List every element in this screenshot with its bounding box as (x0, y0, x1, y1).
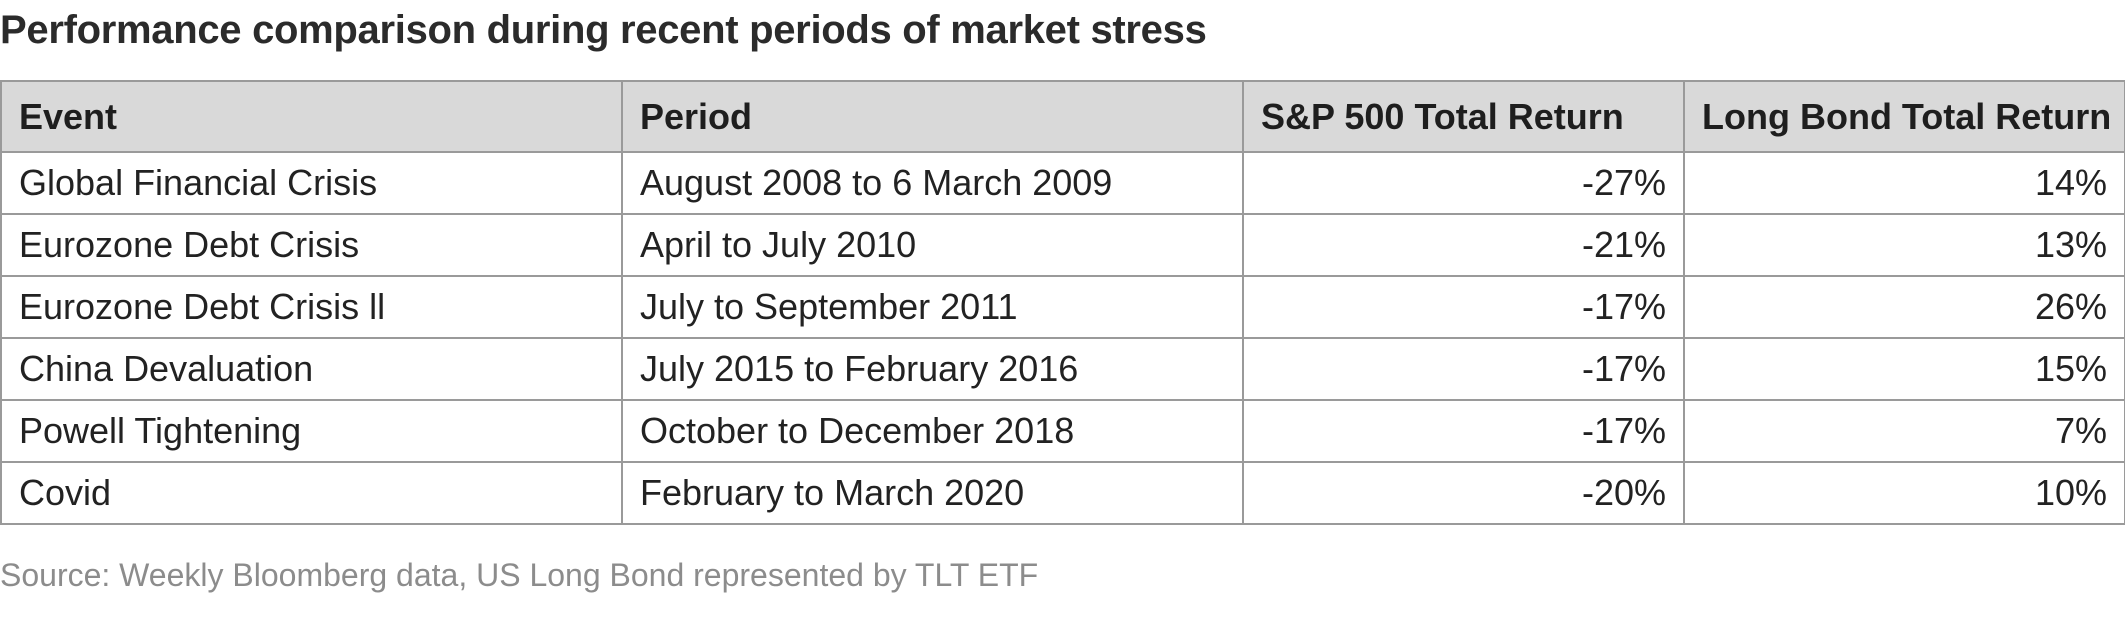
sp500-return-cell: -20% (1242, 461, 1685, 525)
period-cell: July 2015 to February 2016 (621, 337, 1244, 401)
table-row: Eurozone Debt Crisis ll July to Septembe… (0, 275, 2125, 339)
table-row: Powell Tightening October to December 20… (0, 399, 2125, 463)
event-cell: Eurozone Debt Crisis ll (0, 275, 623, 339)
sp500-return-cell: -21% (1242, 213, 1685, 277)
event-cell: China Devaluation (0, 337, 623, 401)
period-cell: February to March 2020 (621, 461, 1244, 525)
header-long-bond-return: Long Bond Total Return (1683, 80, 2125, 153)
event-cell: Covid (0, 461, 623, 525)
period-cell: October to December 2018 (621, 399, 1244, 463)
event-cell: Eurozone Debt Crisis (0, 213, 623, 277)
period-cell: April to July 2010 (621, 213, 1244, 277)
long-bond-return-cell: 13% (1683, 213, 2125, 277)
table-title: Performance comparison during recent per… (0, 8, 1207, 52)
period-cell: July to September 2011 (621, 275, 1244, 339)
sp500-return-cell: -17% (1242, 275, 1685, 339)
long-bond-return-cell: 7% (1683, 399, 2125, 463)
performance-table: Event Period S&P 500 Total Return Long B… (0, 80, 2125, 525)
header-event: Event (0, 80, 623, 153)
table-row: Global Financial Crisis August 2008 to 6… (0, 151, 2125, 215)
header-period: Period (621, 80, 1244, 153)
event-cell: Powell Tightening (0, 399, 623, 463)
table-row: Eurozone Debt Crisis April to July 2010 … (0, 213, 2125, 277)
table-header-row: Event Period S&P 500 Total Return Long B… (0, 80, 2125, 153)
long-bond-return-cell: 14% (1683, 151, 2125, 215)
sp500-return-cell: -27% (1242, 151, 1685, 215)
long-bond-return-cell: 26% (1683, 275, 2125, 339)
event-cell: Global Financial Crisis (0, 151, 623, 215)
sp500-return-cell: -17% (1242, 399, 1685, 463)
sp500-return-cell: -17% (1242, 337, 1685, 401)
period-cell: August 2008 to 6 March 2009 (621, 151, 1244, 215)
long-bond-return-cell: 10% (1683, 461, 2125, 525)
source-note: Source: Weekly Bloomberg data, US Long B… (0, 557, 1039, 593)
table-row: Covid February to March 2020 -20% 10% (0, 461, 2125, 525)
header-sp500-return: S&P 500 Total Return (1242, 80, 1685, 153)
table-row: China Devaluation July 2015 to February … (0, 337, 2125, 401)
long-bond-return-cell: 15% (1683, 337, 2125, 401)
